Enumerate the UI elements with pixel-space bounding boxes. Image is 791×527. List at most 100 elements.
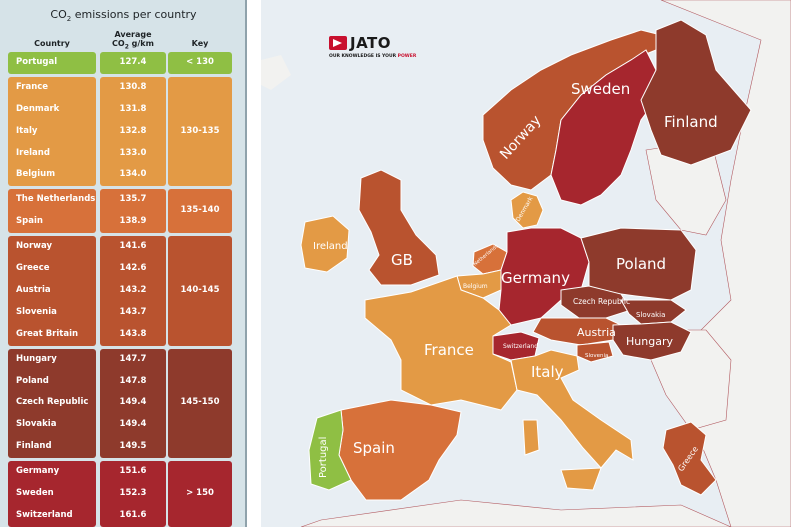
table-row-value: 149.5 (119, 441, 147, 452)
table-row-value: 141.6 (119, 241, 147, 252)
table-row-country: Norway (16, 241, 53, 252)
country-greece (662, 421, 717, 496)
key-range-label: > 150 (186, 488, 214, 499)
country-finland (640, 19, 752, 166)
table-row-value: 161.6 (119, 509, 147, 520)
label-sweden: Sweden (571, 80, 630, 98)
emissions-table-panel: CO2 emissions per country Country Averag… (0, 0, 247, 527)
country-cell-block (8, 52, 96, 74)
country-cell-block (8, 461, 96, 527)
label-gb: GB (391, 251, 413, 269)
key-range-label: 145-150 (180, 397, 220, 408)
table-row-country: France (16, 81, 49, 92)
table-row-country: Germany (16, 466, 60, 477)
table-row-country: Denmark (16, 103, 60, 114)
key-cell-block (168, 52, 232, 74)
key-range-label: < 130 (186, 56, 214, 67)
value-cell-block (100, 76, 166, 187)
label-switzerland: Switzerland (503, 343, 538, 350)
table-row-country: Poland (16, 375, 49, 386)
table-row-country: Slovakia (16, 419, 57, 430)
label-italy: Italy (531, 363, 564, 381)
land-north-africa (300, 499, 732, 527)
country-cell-block (8, 236, 96, 346)
table-row-country: Italy (16, 125, 38, 136)
key-range-label: 135-140 (180, 205, 220, 216)
table-row-value: 127.4 (119, 56, 147, 67)
label-germany: Germany (501, 269, 570, 287)
key-cell-block (168, 189, 232, 234)
value-cell-block (100, 348, 166, 459)
header-average: Average CO2 g/km (112, 30, 154, 51)
table-row-country: Hungary (16, 353, 57, 364)
key-cell-block (168, 348, 232, 459)
table-row-value: 135.7 (119, 194, 147, 205)
label-slovakia: Slovakia (636, 311, 665, 319)
table-row-country: Greece (16, 263, 50, 274)
country-portugal (308, 409, 352, 491)
table-row-value: 152.3 (119, 488, 147, 499)
country-sweden (550, 49, 657, 206)
value-cell-block (100, 461, 166, 527)
key-range-label: 140-145 (180, 284, 220, 295)
table-row-value: 130.8 (119, 81, 147, 92)
label-portugal: Portugal (318, 437, 329, 478)
country-cell-block (8, 76, 96, 187)
label-hungary: Hungary (626, 335, 673, 348)
table-row-country: Austria (16, 284, 51, 295)
label-austria: Austria (577, 326, 616, 339)
table-row-country: Belgium (16, 169, 56, 180)
table-row-country: Great Britain (16, 328, 79, 339)
key-cell-block (168, 76, 232, 187)
table-row-country: Ireland (16, 147, 50, 158)
jato-tagline: OUR KNOWLEDGE IS YOUR POWER (329, 54, 417, 59)
country-denmark (510, 191, 544, 229)
table-row-country: Czech Republic (16, 397, 89, 408)
value-cell-block (100, 236, 166, 346)
table-row-value: 132.8 (119, 125, 147, 136)
table-row-country: Sweden (16, 488, 54, 499)
key-cell-block (168, 236, 232, 346)
label-ireland: Ireland (313, 241, 348, 252)
table-row-country: Slovenia (16, 306, 57, 317)
country-italy-sardinia (522, 419, 540, 456)
key-range-label: 130-135 (180, 125, 220, 136)
table-row-value: 134.0 (119, 169, 147, 180)
country-slovenia (576, 341, 614, 363)
europe-map: Sweden Finland Norway Denmark Ireland GB… (261, 0, 791, 527)
country-hungary (612, 321, 692, 361)
country-czech (560, 285, 632, 319)
label-belgium: Belgium (463, 283, 488, 290)
label-czech: Czech Republic (573, 297, 630, 306)
table-row-value: 147.8 (119, 375, 147, 386)
key-cell-block (168, 461, 232, 527)
table-row-value: 131.8 (119, 103, 147, 114)
jato-arrow-icon (329, 36, 347, 50)
table-row-value: 143.8 (119, 328, 147, 339)
country-cell-block (8, 189, 96, 234)
land-iceland (261, 55, 291, 90)
table-row-value: 151.6 (119, 466, 147, 477)
table-row-value: 149.4 (119, 419, 147, 430)
label-poland: Poland (616, 255, 666, 273)
country-italy (510, 349, 634, 469)
table-title: CO2 emissions per country (50, 8, 197, 24)
value-cell-block (100, 189, 166, 234)
table-row-value: 143.7 (119, 306, 147, 317)
table-row-value: 147.7 (119, 353, 147, 364)
label-spain: Spain (353, 439, 395, 457)
country-cell-block (8, 348, 96, 459)
label-finland: Finland (664, 113, 718, 131)
table-row-value: 149.4 (119, 397, 147, 408)
label-france: France (424, 341, 474, 359)
header-key: Key (191, 39, 209, 48)
table-row-country: Finland (16, 441, 52, 452)
table-row-value: 133.0 (119, 147, 147, 158)
country-ireland (300, 215, 350, 273)
table-row-value: 138.9 (119, 216, 147, 227)
table-row-value: 142.6 (119, 263, 147, 274)
value-cell-block (100, 52, 166, 74)
country-germany (498, 227, 590, 326)
header-country: Country (34, 39, 70, 48)
table-row-country: Portugal (16, 56, 58, 67)
